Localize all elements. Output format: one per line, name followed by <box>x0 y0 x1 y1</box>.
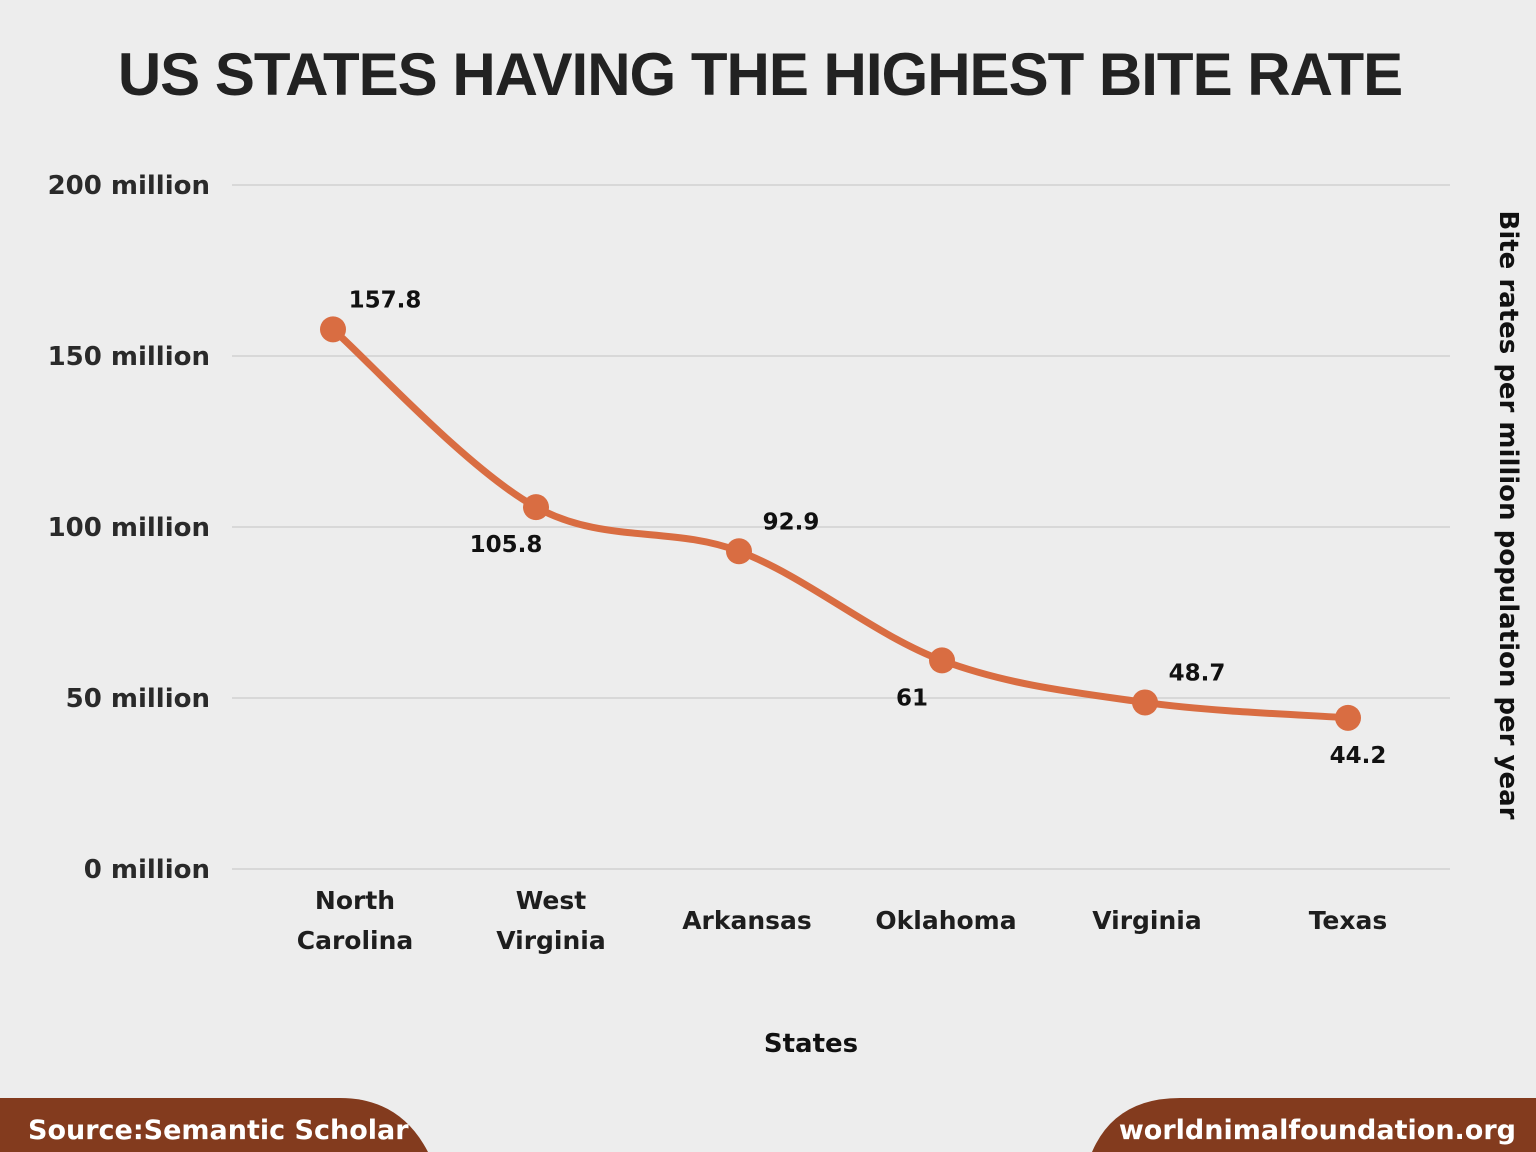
y-tick-label: 150 million <box>48 342 210 372</box>
data-label: 44.2 <box>1330 743 1387 769</box>
website-link[interactable]: worldnimalfoundation.org <box>1119 1115 1516 1146</box>
data-label: 61 <box>896 685 928 711</box>
x-axis-label: States <box>764 1029 858 1059</box>
data-label: 157.8 <box>349 287 422 313</box>
y-axis-label: Bite rates per million population per ye… <box>1493 211 1523 820</box>
source-text: Source:Semantic Scholar <box>28 1115 409 1146</box>
website-banner <box>1092 1098 1536 1152</box>
x-tick-label: Texas <box>1309 906 1388 935</box>
x-tick-label: North Carolina <box>297 886 414 955</box>
data-point <box>726 538 752 565</box>
x-tick-label: Oklahoma <box>875 906 1016 935</box>
x-tick-label: Virginia <box>1092 906 1202 935</box>
data-point <box>1335 704 1361 731</box>
x-tick-label: Arkansas <box>682 906 812 935</box>
x-tick-label: West Virginia <box>496 886 606 955</box>
data-label: 48.7 <box>1169 660 1226 686</box>
source-banner <box>0 1098 428 1152</box>
data-label: 105.8 <box>470 532 543 558</box>
y-tick-label: 200 million <box>48 171 210 201</box>
data-point <box>523 494 549 521</box>
series-line <box>329 325 1352 722</box>
data-point <box>320 316 346 343</box>
data-label: 92.9 <box>763 509 820 535</box>
y-tick-label: 0 million <box>84 855 210 885</box>
chart-title: US STATES HAVING THE HIGHEST BITE RATE <box>118 41 1402 108</box>
y-tick-label: 50 million <box>66 684 210 714</box>
y-tick-label: 100 million <box>48 513 210 543</box>
data-point <box>929 647 955 674</box>
data-point <box>1132 689 1158 716</box>
